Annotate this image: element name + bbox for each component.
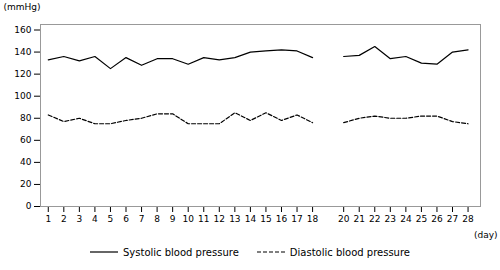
svg-text:15: 15 [260, 214, 271, 224]
svg-text:24: 24 [400, 214, 412, 224]
svg-text:4: 4 [92, 214, 98, 224]
svg-text:(mmHg): (mmHg) [4, 2, 41, 12]
svg-text:160: 160 [14, 25, 31, 35]
svg-text:17: 17 [291, 214, 302, 224]
svg-text:12: 12 [214, 214, 225, 224]
svg-text:6: 6 [123, 214, 129, 224]
svg-text:27: 27 [447, 214, 458, 224]
svg-text:23: 23 [385, 214, 396, 224]
svg-text:22: 22 [369, 214, 380, 224]
svg-text:7: 7 [139, 214, 145, 224]
svg-text:2: 2 [61, 214, 67, 224]
svg-text:13: 13 [229, 214, 240, 224]
svg-text:20: 20 [338, 214, 350, 224]
svg-text:28: 28 [462, 214, 474, 224]
html-text:Systolic blood pressure: Systolic blood pressure [123, 246, 239, 258]
html-text:Diastolic blood pressure: Diastolic blood pressure [289, 246, 410, 258]
svg-text:5: 5 [108, 214, 114, 224]
svg-text:9: 9 [170, 214, 176, 224]
svg-text:80: 80 [20, 113, 32, 123]
svg-text:40: 40 [20, 157, 32, 167]
svg-text:140: 140 [14, 47, 31, 57]
svg-text:(day): (day) [474, 230, 498, 240]
svg-text:10: 10 [182, 214, 194, 224]
svg-text:0: 0 [26, 201, 32, 211]
svg-text:16: 16 [276, 214, 288, 224]
svg-text:20: 20 [20, 179, 32, 189]
svg-text:1: 1 [45, 214, 51, 224]
svg-text:11: 11 [198, 214, 209, 224]
svg-text:8: 8 [154, 214, 160, 224]
svg-text:3: 3 [77, 214, 83, 224]
svg-text:14: 14 [245, 214, 257, 224]
svg-text:100: 100 [14, 91, 31, 101]
svg-text:26: 26 [431, 214, 443, 224]
svg-text:60: 60 [20, 135, 32, 145]
svg-text:25: 25 [416, 214, 427, 224]
svg-text:120: 120 [14, 69, 31, 79]
svg-text:21: 21 [354, 214, 365, 224]
svg-text:18: 18 [307, 214, 319, 224]
